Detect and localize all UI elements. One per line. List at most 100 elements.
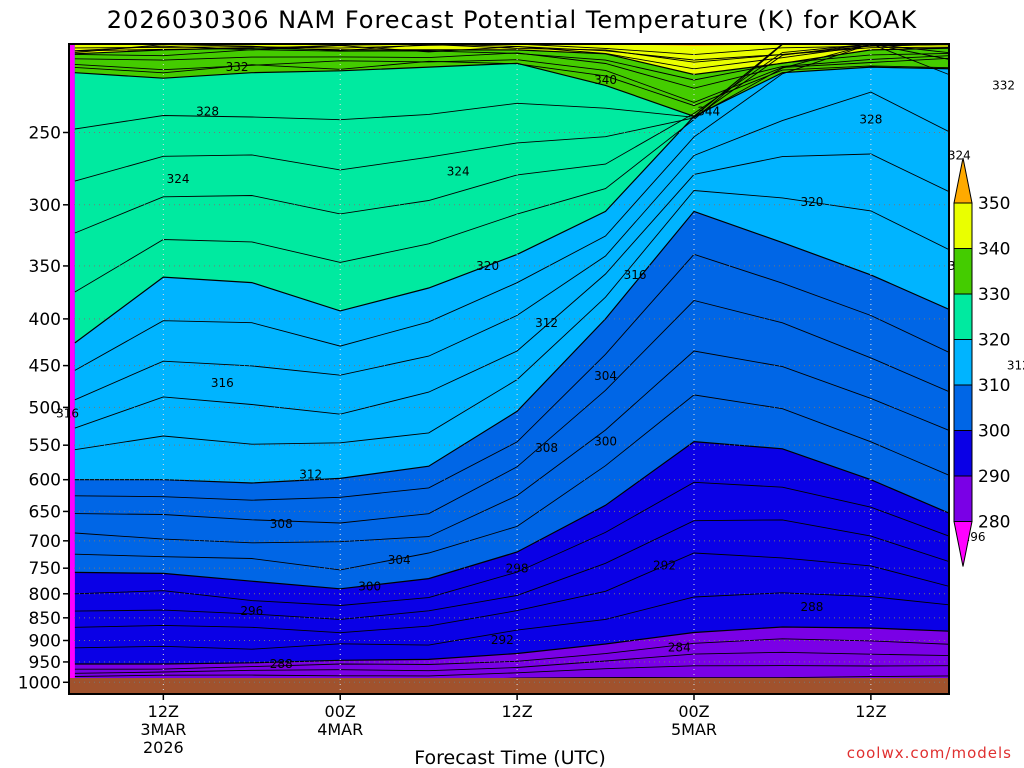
y-tick-label: 950 <box>29 653 61 673</box>
y-tick-label: 800 <box>29 585 61 605</box>
contour-label: 316 <box>211 376 234 390</box>
y-tick-label: 400 <box>29 310 61 330</box>
y-tick-label: 1000 <box>18 673 61 693</box>
contour-line <box>74 91 949 401</box>
chart-title: 2026030306 NAM Forecast Potential Temper… <box>107 6 918 34</box>
y-tick-label: 250 <box>29 123 61 143</box>
contour-labels: 332 340 344 332 328 328 324 324 324 320 320 316 316 3… <box>56 60 1024 671</box>
colorbar-segment <box>953 339 973 386</box>
y-tick-label: 500 <box>29 398 61 418</box>
contour-label: 328 <box>859 113 882 127</box>
y-tick-label: 300 <box>29 196 61 216</box>
contour-label: 312 <box>299 467 322 481</box>
contour-line <box>74 52 949 89</box>
colorbar-segment <box>953 293 973 340</box>
colorbar-segment <box>953 384 973 431</box>
grid-lines <box>69 44 949 694</box>
contour-label: 292 <box>491 633 514 647</box>
y-tick-label: 600 <box>29 471 61 491</box>
contour-line <box>74 638 949 670</box>
y-tick-label: 650 <box>29 502 61 522</box>
credit-text: coolwx.com/models <box>847 744 1012 762</box>
x-tick-label: 12Z <box>148 702 179 721</box>
x-tick-label: 5MAR <box>671 720 717 739</box>
contour-line <box>74 552 949 634</box>
contour-label: 304 <box>594 369 617 383</box>
colorbar-tick-label: 330 <box>978 285 1010 305</box>
colorbar-segment <box>953 475 973 522</box>
y-tick-label: 850 <box>29 609 61 629</box>
x-tick-label: 00Z <box>678 702 709 721</box>
ground-surface <box>69 678 949 694</box>
colorbar-tick-label: 280 <box>978 513 1010 533</box>
contour-fills <box>69 44 949 694</box>
colorbar-segment <box>953 430 973 477</box>
contour-line <box>74 626 949 665</box>
colorbar-tick-label: 310 <box>978 376 1010 396</box>
contour-label: 308 <box>535 441 558 455</box>
y-axis: 2503003504004505005506006507007508008509… <box>18 123 69 693</box>
x-tick-label: 12Z <box>855 702 886 721</box>
contour-line <box>74 592 949 650</box>
contour-label: 298 <box>506 562 529 576</box>
x-axis-label: Forecast Time (UTC) <box>414 747 605 768</box>
contour-label: 296 <box>240 604 263 618</box>
plot-frame <box>68 43 950 695</box>
contour-line <box>74 62 949 117</box>
y-tick-label: 450 <box>29 357 61 377</box>
colorbar: 350 340 330 320 310 300 290 280 <box>953 157 1010 567</box>
colorbar-over-triangle <box>953 157 973 204</box>
y-tick-label: 750 <box>29 559 61 579</box>
colorbar-segment <box>953 202 973 249</box>
contour-line <box>74 350 949 544</box>
contour-label: 288 <box>800 600 823 614</box>
contour-line <box>74 300 949 524</box>
colorbar-tick-label: 290 <box>978 467 1010 487</box>
contour-line <box>74 440 949 590</box>
contour-label: 304 <box>388 553 411 567</box>
contour-line <box>74 519 949 620</box>
contour-label: 320 <box>476 259 499 273</box>
contour-label: 324 <box>447 165 470 179</box>
contour-label: 332 <box>992 78 1015 92</box>
x-tick-label: 4MAR <box>317 720 363 739</box>
colorbar-tick-label: 300 <box>978 422 1010 442</box>
colorbar-under-triangle <box>953 521 973 567</box>
contour-line <box>74 44 949 371</box>
contour-label: 324 <box>167 172 190 186</box>
contour-label: 324 <box>948 149 971 163</box>
contour-label: 284 <box>668 640 691 654</box>
contour-label: 332 <box>226 60 249 74</box>
colorbar-segment <box>953 248 973 295</box>
x-tick-label: 00Z <box>325 702 356 721</box>
contour-line <box>74 481 949 606</box>
contour-label: 308 <box>270 517 293 531</box>
contour-line <box>74 60 949 107</box>
contour-label: 300 <box>594 435 617 449</box>
contour-label: 312 <box>1007 359 1024 373</box>
contour-label: 292 <box>653 559 676 573</box>
band-320 <box>74 44 772 343</box>
contour-label: 300 <box>358 579 381 593</box>
contour-line <box>74 210 949 484</box>
x-tick-label: 3MAR <box>140 720 186 739</box>
colorbar-tick-label: 320 <box>978 331 1010 351</box>
contour-line <box>74 57 949 103</box>
colorbar-tick-label: 340 <box>978 240 1010 260</box>
y-tick-label: 900 <box>29 631 61 651</box>
contour-label: 320 <box>800 195 823 209</box>
colorbar-tick-label: 350 <box>978 194 1010 214</box>
contour-line <box>74 44 949 130</box>
x-tick-label: 2026 <box>143 738 184 757</box>
y-tick-label: 700 <box>29 532 61 552</box>
y-tick-label: 350 <box>29 257 61 277</box>
contour-line <box>74 44 949 70</box>
contour-label: 316 <box>624 268 647 282</box>
x-tick-label: 12Z <box>501 702 532 721</box>
contour-label: 288 <box>270 657 293 671</box>
contour-line <box>74 665 949 677</box>
contour-line <box>74 190 949 451</box>
contour-label: 340 <box>594 73 617 87</box>
